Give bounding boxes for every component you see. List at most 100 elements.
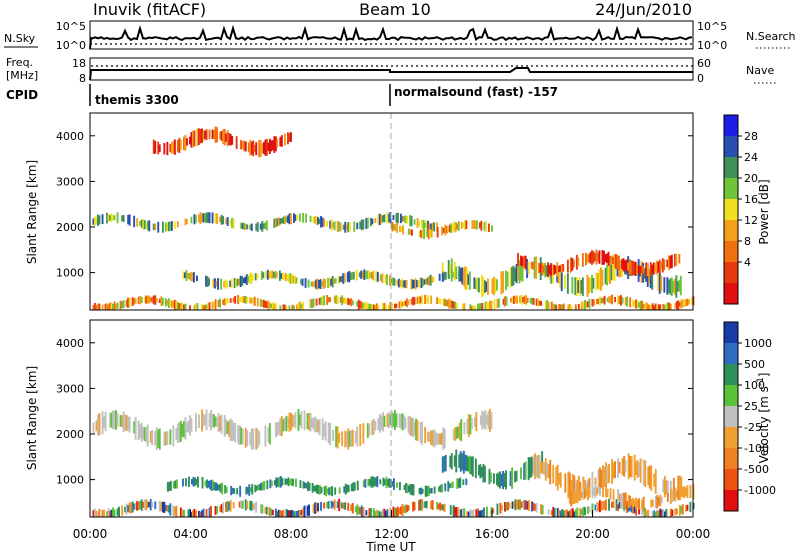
data-cell [341, 502, 344, 509]
data-cell [552, 464, 555, 484]
data-cell [284, 417, 286, 431]
data-cell [294, 214, 297, 221]
data-cell [341, 431, 344, 447]
data-cell [559, 472, 562, 488]
data-cell [373, 477, 376, 487]
data-cell [267, 300, 270, 310]
data-cell [456, 478, 459, 489]
data-cell [463, 220, 466, 230]
data-cell [328, 277, 331, 288]
data-cell [157, 221, 160, 233]
data-cell [202, 305, 205, 310]
data-cell [602, 486, 604, 497]
data-cell [455, 302, 458, 309]
data-cell [491, 225, 493, 232]
data-cell [400, 226, 403, 233]
data-cell [592, 278, 595, 289]
data-cell [172, 425, 175, 447]
data-cell [338, 433, 341, 443]
data-cell [176, 423, 179, 443]
data-cell [175, 505, 178, 517]
data-cell [448, 224, 451, 233]
data-cell [140, 499, 143, 511]
data-cell [389, 414, 392, 426]
data-cell [280, 135, 283, 147]
data-cell [293, 415, 295, 426]
data-cell [606, 465, 609, 484]
data-cell [139, 296, 142, 305]
data-cell [265, 301, 268, 308]
data-cell [232, 297, 235, 303]
data-cell [629, 297, 632, 308]
data-cell [654, 469, 657, 494]
data-cell [315, 502, 318, 513]
data-cell [450, 258, 453, 282]
data-cell [567, 304, 570, 310]
colorbar-swatch [724, 220, 738, 242]
data-cell [237, 294, 240, 305]
data-cell [316, 278, 319, 290]
data-cell [450, 453, 453, 470]
data-cell [476, 303, 479, 310]
data-cell [303, 410, 306, 431]
data-cell [308, 504, 310, 516]
data-cell [210, 506, 212, 517]
data-cell [262, 223, 265, 229]
data-cell [285, 216, 288, 223]
data-cell [635, 497, 638, 510]
data-cell [236, 488, 239, 495]
data-cell [226, 130, 229, 147]
data-cell [515, 264, 518, 284]
data-cell [486, 301, 488, 310]
colorbar-tick-label: -25 [744, 421, 762, 434]
data-cell [482, 277, 485, 296]
data-cell [199, 212, 202, 224]
data-cell [240, 297, 243, 302]
colorbar-swatch [724, 490, 738, 512]
data-cell [370, 476, 373, 488]
data-cell [621, 492, 624, 505]
data-cell [454, 507, 457, 517]
data-cell [507, 501, 509, 511]
colorbar-tick-label: 20 [744, 172, 758, 185]
data-cell [280, 416, 283, 437]
data-cell [424, 426, 427, 444]
data-cell [276, 422, 279, 436]
data-cell [409, 415, 411, 436]
data-cell [412, 484, 415, 496]
data-cell [433, 222, 436, 232]
data-cell [219, 131, 221, 140]
data-cell [411, 279, 414, 289]
data-cell [654, 303, 657, 310]
data-cell [348, 270, 351, 283]
data-band [92, 408, 493, 450]
data-cell [411, 229, 413, 236]
data-cell [328, 487, 331, 496]
data-cell [678, 254, 681, 264]
data-cell [555, 466, 558, 487]
data-cell [175, 300, 178, 310]
data-cell [484, 280, 486, 293]
data-cell [596, 299, 598, 305]
data-cell [142, 218, 145, 230]
data-cell [255, 142, 258, 156]
colorbar-swatch [724, 262, 738, 284]
data-cell [659, 304, 662, 310]
data-cell [574, 491, 577, 503]
data-cell [613, 254, 616, 268]
data-cell [677, 487, 680, 500]
data-cell [428, 275, 431, 286]
data-cell [523, 500, 526, 510]
data-cell [173, 506, 176, 516]
data-cell [513, 501, 515, 509]
data-cell [459, 268, 462, 282]
data-cell [438, 486, 441, 492]
data-cell [444, 483, 447, 492]
data-cell [271, 509, 274, 516]
data-cell [650, 465, 653, 491]
data-cell [555, 304, 558, 310]
data-cell [190, 272, 192, 281]
data-cell [252, 297, 255, 305]
data-cell [595, 273, 598, 291]
data-cell [186, 138, 188, 146]
